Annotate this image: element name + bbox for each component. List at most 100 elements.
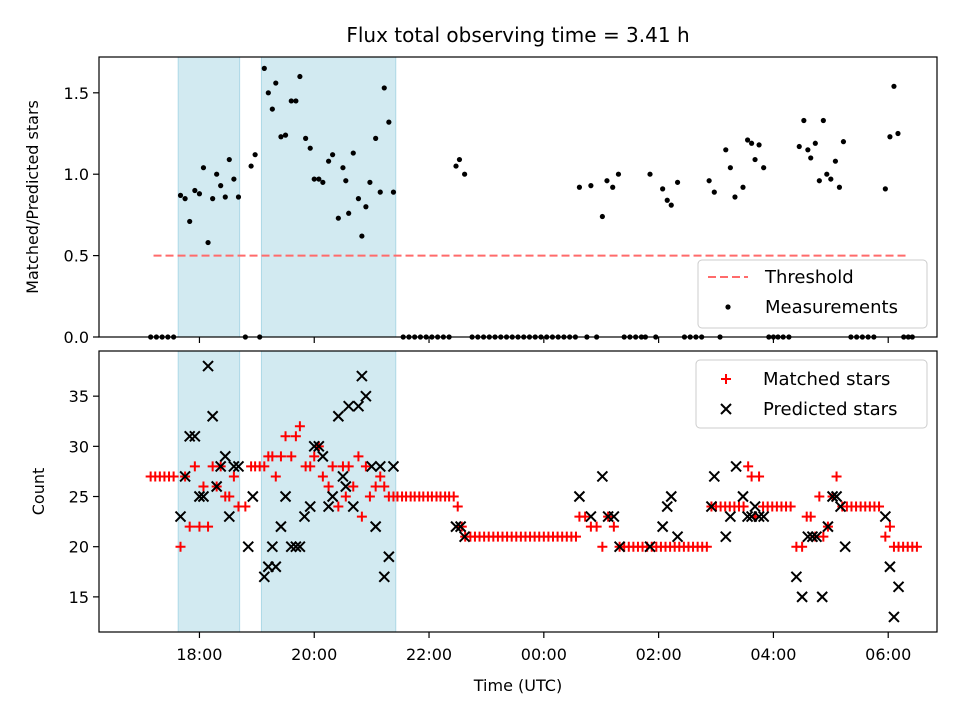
predicted-star-point <box>347 500 359 513</box>
x-tick-label: 22:00 <box>406 645 452 664</box>
measurement-point <box>808 155 814 161</box>
measurement-point <box>706 178 712 184</box>
measurement-point <box>761 165 767 171</box>
predicted-star-point <box>753 510 765 523</box>
predicted-star-point <box>317 450 329 463</box>
x-tick-label: 20:00 <box>291 645 337 664</box>
legend-matched-label: Matched stars <box>763 369 890 390</box>
predicted-star-point <box>720 530 732 543</box>
predicted-star-point <box>724 510 737 523</box>
measurement-point <box>235 194 242 200</box>
measurement-point <box>588 183 594 189</box>
measurement-point <box>836 184 843 190</box>
matched-star-point <box>580 511 591 522</box>
measurement-point <box>647 171 653 177</box>
count-y-axis-label: Count <box>29 468 48 516</box>
predicted-star-point <box>806 530 819 543</box>
predicted-star-point <box>179 470 191 483</box>
predicted-star-point <box>705 500 718 513</box>
matched-star-point <box>267 451 278 462</box>
matched-star-point <box>327 461 338 472</box>
matched-star-point <box>203 521 214 532</box>
predicted-star-point <box>737 490 749 503</box>
measurement-point <box>210 196 216 202</box>
predicted-star-point <box>826 490 839 503</box>
predicted-star-point <box>290 540 302 553</box>
matched-star-point <box>597 541 608 552</box>
predicted-star-point <box>332 410 345 422</box>
predicted-star-point <box>356 370 368 382</box>
predicted-star-point <box>232 460 245 473</box>
predicted-star-point <box>665 490 677 503</box>
measurement-point <box>182 196 188 202</box>
measurement-point <box>801 117 807 124</box>
measurement-point <box>205 239 211 246</box>
y-tick-label: 30 <box>69 437 89 456</box>
matched-star-point <box>294 421 305 432</box>
predicted-star-point <box>210 480 223 493</box>
measurement-point <box>604 178 610 184</box>
predicted-star-point <box>383 551 395 563</box>
measurement-point <box>307 145 313 151</box>
measurement-point <box>740 184 746 190</box>
x-axis-label: Time (UTC) <box>473 676 562 695</box>
measurement-point <box>660 186 666 192</box>
measurement-point <box>456 156 463 163</box>
matched-star-point <box>175 541 186 552</box>
predicted-star-point <box>839 540 851 553</box>
matched-star-point <box>228 471 239 482</box>
predicted-star-point <box>822 520 834 533</box>
measurement-point <box>891 83 897 89</box>
matched-star-point <box>360 461 371 472</box>
matched-star-point <box>911 541 922 552</box>
predicted-star-point <box>458 530 471 543</box>
predicted-star-point <box>247 490 259 503</box>
measurement-point <box>749 140 755 146</box>
predicted-star-point <box>342 400 355 412</box>
shaded-interval <box>260 56 397 338</box>
legend-box <box>695 359 928 429</box>
predicted-star-point <box>454 520 467 533</box>
legend-box <box>697 259 928 329</box>
measurement-point <box>196 191 203 197</box>
measurement-point <box>303 135 309 141</box>
ratio-plot-frame <box>98 56 938 338</box>
y-tick-label: 20 <box>69 538 89 557</box>
matched-star-point <box>743 461 754 472</box>
matched-star-point <box>364 491 375 502</box>
predicted-star-point <box>757 510 770 523</box>
predicted-star-point <box>337 470 349 483</box>
matched-star-point <box>259 461 270 472</box>
predicted-star-point <box>304 500 316 513</box>
predicted-star-point <box>266 540 279 553</box>
measurement-point <box>816 178 822 184</box>
matched-star-point <box>198 481 209 492</box>
predicted-star-point <box>275 520 287 533</box>
measurement-point <box>177 192 184 198</box>
measurement-point <box>373 135 379 141</box>
matched-star-point <box>309 451 320 462</box>
predicted-star-point <box>322 500 335 513</box>
legend-matched-swatch <box>721 374 731 384</box>
matched-star-point <box>305 461 316 472</box>
predicted-star-point <box>796 591 808 603</box>
measurement-point <box>386 119 392 125</box>
legend-predicted-swatch <box>720 403 732 415</box>
legend-measurement-swatch <box>725 304 731 310</box>
predicted-star-point <box>206 410 219 422</box>
predicted-star-point <box>326 490 339 503</box>
measurement-point <box>576 184 583 190</box>
matched-star-point <box>343 461 354 472</box>
predicted-star-point <box>189 430 201 443</box>
predicted-star-point <box>830 490 843 503</box>
matched-star-point <box>280 431 291 442</box>
y-tick-label: 1.0 <box>64 165 89 184</box>
measurement-point <box>727 165 733 171</box>
predicted-star-point <box>656 520 669 533</box>
predicted-star-point <box>661 500 673 513</box>
measurement-point <box>192 187 198 194</box>
matched-star-point <box>880 531 891 542</box>
measurement-point <box>340 165 346 171</box>
predicted-star-point <box>242 540 254 553</box>
